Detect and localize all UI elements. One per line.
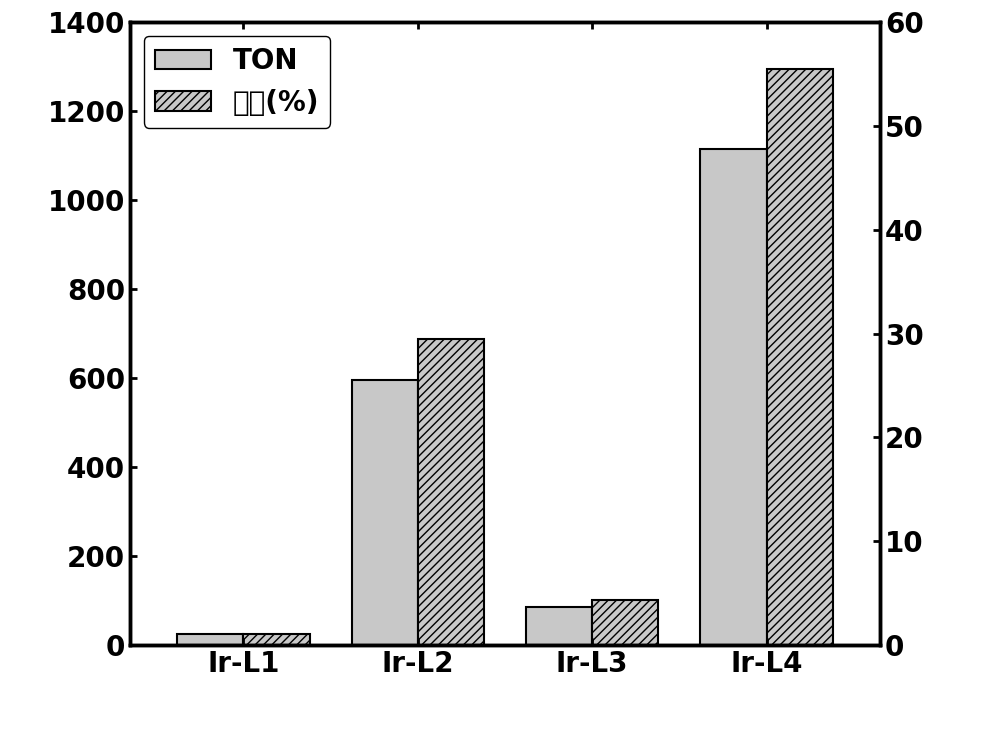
Bar xyxy=(526,607,592,645)
Bar xyxy=(592,600,658,645)
Bar xyxy=(177,634,243,645)
Bar xyxy=(700,149,767,645)
Bar xyxy=(243,633,310,645)
Legend: TON, 产率(%): TON, 产率(%) xyxy=(144,36,330,128)
Bar xyxy=(767,69,833,645)
Bar xyxy=(418,339,484,645)
Bar xyxy=(352,380,418,645)
